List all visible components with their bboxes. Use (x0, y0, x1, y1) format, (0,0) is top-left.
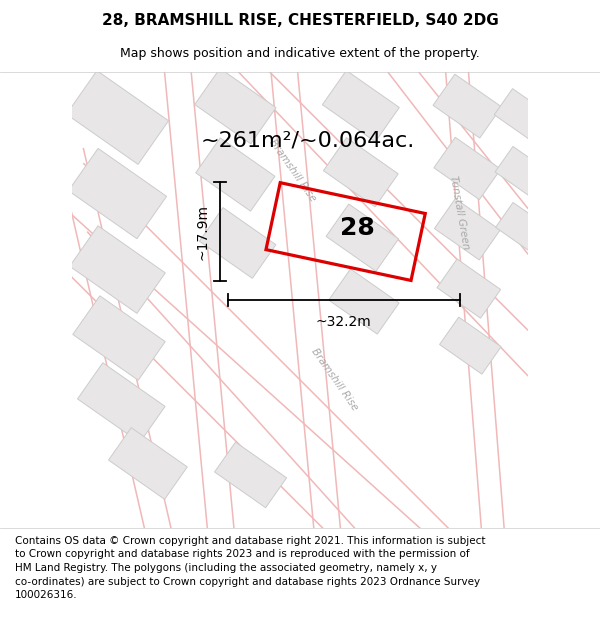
Polygon shape (73, 296, 165, 380)
Text: ~32.2m: ~32.2m (316, 315, 371, 329)
Polygon shape (326, 204, 398, 271)
Polygon shape (433, 74, 502, 138)
Polygon shape (437, 259, 500, 318)
Text: Bramshill Rise: Bramshill Rise (309, 347, 359, 413)
Polygon shape (109, 428, 187, 499)
Polygon shape (194, 68, 276, 144)
Polygon shape (323, 138, 398, 207)
Polygon shape (67, 71, 169, 164)
Text: ~261m²/~0.064ac.: ~261m²/~0.064ac. (200, 130, 415, 150)
Text: 28, BRAMSHILL RISE, CHESTERFIELD, S40 2DG: 28, BRAMSHILL RISE, CHESTERFIELD, S40 2D… (101, 12, 499, 28)
Polygon shape (496, 202, 545, 250)
Polygon shape (434, 199, 500, 260)
Polygon shape (199, 208, 276, 278)
Text: ~17.9m: ~17.9m (196, 204, 209, 259)
Polygon shape (77, 362, 165, 442)
Polygon shape (329, 269, 399, 334)
Polygon shape (215, 442, 287, 508)
Polygon shape (494, 89, 547, 139)
Polygon shape (434, 138, 501, 199)
Polygon shape (440, 317, 501, 374)
Text: 28: 28 (340, 216, 374, 240)
Text: Map shows position and indicative extent of the property.: Map shows position and indicative extent… (120, 48, 480, 61)
Polygon shape (196, 138, 275, 211)
Text: Bramshill Rise: Bramshill Rise (267, 138, 317, 204)
Polygon shape (68, 148, 167, 239)
Polygon shape (495, 146, 546, 195)
Text: Contains OS data © Crown copyright and database right 2021. This information is : Contains OS data © Crown copyright and d… (15, 536, 485, 600)
Text: Tunstall Green: Tunstall Green (448, 175, 471, 251)
Polygon shape (322, 71, 400, 142)
Polygon shape (70, 226, 166, 313)
